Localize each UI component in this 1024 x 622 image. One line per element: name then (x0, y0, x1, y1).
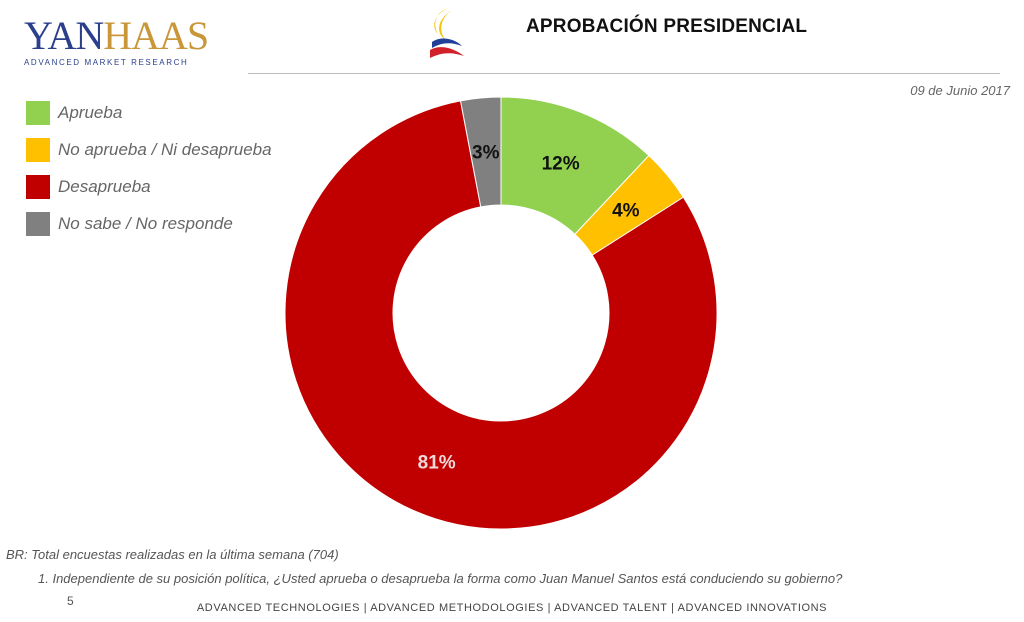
footer-tagline: ADVANCED TECHNOLOGIES | ADVANCED METHODO… (196, 602, 828, 614)
page-number: 5 (67, 594, 74, 608)
legend-swatch (26, 137, 50, 162)
slice-desaprueba (284, 100, 718, 530)
slice-desaprueba-label: 81% (418, 453, 456, 474)
legend-label: Desaprueba (58, 176, 151, 196)
legend-label: No aprueba / Ni desaprueba (58, 139, 272, 159)
header-divider (248, 73, 1000, 74)
legend-item-aprueba: Aprueba (26, 94, 272, 131)
legend-label: Aprueba (58, 102, 123, 122)
logo-tagline: ADVANCED MARKET RESEARCH (24, 58, 189, 67)
slice-no-sabe-no-responde (459, 96, 502, 208)
legend-label: No sabe / No responde (58, 213, 233, 233)
page-title: APROBACIÓN PRESIDENCIAL (526, 16, 808, 37)
legend-swatch (26, 211, 50, 236)
slice-no-sabe-no-responde-label: 3% (472, 143, 500, 164)
colombia-emblem-icon (430, 8, 464, 58)
report-date: 09 de Junio 2017 (910, 83, 1010, 98)
legend-swatch (26, 100, 50, 125)
company-logo: YANHAAS ADVANCED MARKET RESEARCH (24, 13, 209, 74)
sample-base-note: BR: Total encuestas realizadas en la últ… (6, 547, 339, 562)
survey-question: 1. Independiente de su posición política… (38, 571, 843, 586)
chart-legend: Aprueba No aprueba / Ni desaprueba Desap… (26, 94, 272, 242)
legend-swatch (26, 174, 50, 199)
slice-aprueba-label: 12% (542, 153, 580, 174)
legend-item-desaprueba: Desaprueba (26, 168, 272, 205)
slice-no-aprueba-ni-desaprueba-label: 4% (612, 201, 640, 222)
legend-item-no-sabe-no-responde: No sabe / No responde (26, 205, 272, 242)
legend-item-no-aprueba-ni-desaprueba: No aprueba / Ni desaprueba (26, 131, 272, 168)
logo-wordmark: YANHAAS (24, 13, 209, 58)
